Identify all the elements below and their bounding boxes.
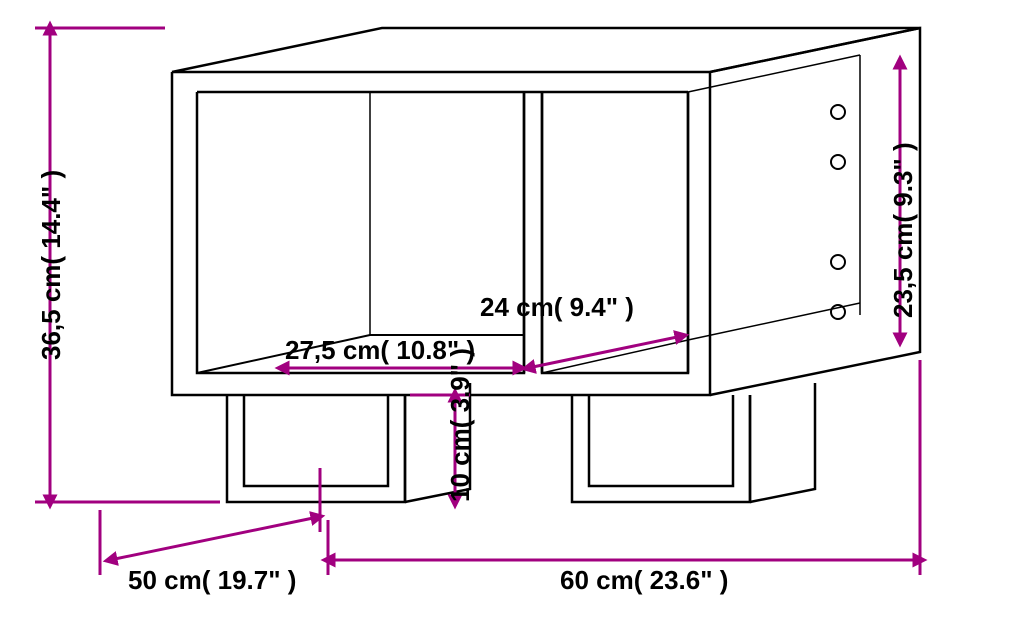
label-leg-height: 10 cm( 3.9" ): [445, 348, 476, 502]
label-shelf-height: 23,5 cm( 9.3" ): [888, 142, 919, 318]
label-depth: 50 cm( 19.7" ): [128, 565, 296, 596]
label-width: 60 cm( 23.6" ): [560, 565, 728, 596]
label-height-total: 36,5 cm( 14.4" ): [36, 170, 67, 360]
label-shelf-depth: 24 cm( 9.4" ): [480, 292, 634, 323]
peg-holes: [831, 105, 845, 319]
dimension-lines: [35, 28, 920, 575]
legs: [227, 383, 815, 502]
